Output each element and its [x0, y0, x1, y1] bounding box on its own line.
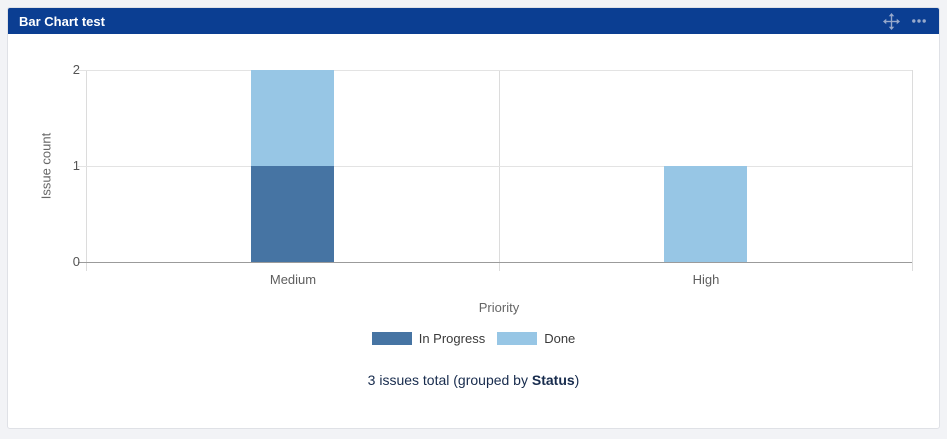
y-gridline: [78, 70, 912, 71]
gadget-card: Bar Chart test Issue: [7, 7, 940, 429]
y-tick-label: 1: [72, 158, 80, 173]
plot-area: [78, 70, 913, 271]
bar-segment-in-progress-medium[interactable]: [251, 166, 334, 262]
legend: In Progress Done: [8, 331, 939, 346]
legend-label: Done: [544, 331, 576, 346]
y-gridline: [78, 166, 912, 167]
y-tick-label: 2: [72, 62, 80, 77]
y-axis-line: [86, 70, 87, 271]
legend-label: In Progress: [418, 331, 486, 346]
gadget-header-actions: [883, 12, 927, 30]
x-tick-label: Medium: [269, 272, 317, 287]
gadget-title: Bar Chart test: [19, 13, 105, 29]
bar-segment-done-medium[interactable]: [251, 70, 334, 166]
bar-segment-done-high[interactable]: [664, 166, 747, 262]
category-boundary-line: [912, 70, 913, 271]
group-field: Status: [531, 372, 575, 388]
x-axis-title: Priority: [478, 300, 520, 315]
category-boundary-line: [499, 70, 500, 271]
gadget-header: Bar Chart test: [8, 8, 939, 34]
legend-item: In Progress: [371, 331, 486, 346]
legend-item: Done: [497, 331, 575, 346]
x-tick-label: High: [692, 272, 720, 287]
y-tick-label: 0: [72, 254, 80, 269]
summary-suffix: ): [574, 372, 580, 388]
x-axis-line: [78, 262, 912, 263]
move-gadget-icon[interactable]: [883, 12, 900, 30]
more-options-icon[interactable]: [911, 13, 927, 29]
legend-swatch: [371, 332, 412, 345]
legend-swatch: [497, 332, 538, 345]
summary-text: 3 issues total (grouped by Status): [8, 372, 939, 388]
summary-prefix: 3 issues total (grouped by: [367, 372, 532, 388]
